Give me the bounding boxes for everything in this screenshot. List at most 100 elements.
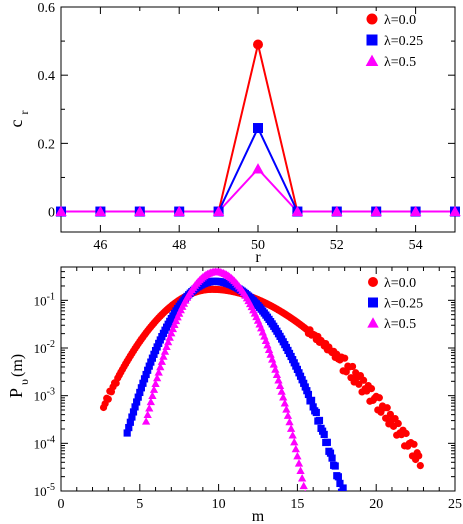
data-point-2 [165, 333, 174, 341]
data-point-2 [290, 437, 299, 446]
y-tick-base: 10 [34, 341, 47, 356]
legend-label-0: λ=0.0 [384, 13, 416, 28]
data-point-2 [274, 375, 283, 384]
legend-marker-1 [368, 297, 378, 308]
x-tick-label: 5 [136, 497, 143, 512]
data-point-1 [140, 375, 149, 383]
data-point-0 [410, 440, 418, 448]
data-point-2 [145, 404, 154, 412]
bottom-plot-frame [60, 266, 456, 492]
data-point-1 [148, 354, 157, 362]
data-point-2 [212, 205, 225, 217]
y-tick-exponent: -4 [47, 434, 55, 445]
data-point-2 [291, 444, 300, 453]
data-point-2 [291, 205, 304, 217]
y-tick-label: 10-4 [34, 434, 55, 451]
data-point-2 [296, 466, 305, 474]
y-axis-label-main: P [6, 388, 26, 398]
data-point-1 [137, 384, 145, 392]
y-tick-exponent: -1 [47, 291, 55, 302]
data-point-1 [150, 350, 158, 358]
data-point-1 [123, 429, 131, 437]
data-point-2 [285, 417, 294, 426]
data-point-2 [277, 387, 286, 395]
data-point-1 [304, 390, 313, 399]
data-point-2 [370, 205, 382, 217]
data-point-2 [286, 424, 296, 432]
data-point-2 [55, 205, 67, 217]
data-point-2 [297, 474, 307, 482]
data-point-1 [125, 423, 133, 432]
data-point-1 [301, 383, 309, 391]
data-point-1 [133, 398, 141, 406]
data-point-0 [375, 394, 383, 402]
data-point-2 [173, 205, 185, 217]
legend-label-2: λ=0.5 [384, 317, 416, 332]
series-line-2 [61, 167, 455, 213]
x-tick-label: 10 [212, 497, 226, 512]
y-tick-base: 10 [34, 484, 47, 499]
bottom-panel: 0 5 10 15 20 2510-510-410-310-210-1mPυ(m)λ=0.… [6, 266, 462, 524]
data-point-1 [334, 473, 342, 481]
data-point-2 [275, 381, 285, 390]
legend-marker-2 [367, 317, 379, 328]
data-point-2 [171, 316, 181, 325]
x-tick-label: 54 [409, 238, 423, 253]
data-point-1 [312, 408, 320, 417]
data-point-0 [341, 354, 349, 362]
legend-marker-0 [366, 13, 378, 25]
data-point-0 [355, 380, 363, 388]
y-tick-exponent: -5 [47, 482, 55, 493]
data-point-2 [143, 410, 152, 419]
data-point-0 [416, 462, 424, 470]
x-tick-label: 48 [172, 238, 186, 253]
data-point-1 [309, 403, 317, 411]
data-point-0 [415, 452, 423, 460]
data-point-1 [303, 387, 311, 395]
data-point-1 [142, 370, 150, 379]
x-tick-label: 15 [290, 497, 304, 512]
data-point-1 [147, 358, 155, 366]
data-point-2 [141, 417, 151, 425]
data-point-2 [266, 350, 275, 358]
data-point-1 [320, 430, 328, 439]
data-point-2 [160, 347, 170, 355]
data-point-2 [269, 360, 278, 368]
data-point-1 [331, 462, 339, 470]
y-axis-label: Pυ (m) [6, 354, 31, 398]
data-point-1 [323, 438, 331, 446]
data-point-1 [253, 123, 263, 134]
y-tick-label: 0 [48, 206, 55, 221]
legend-marker-2 [365, 54, 379, 67]
data-point-1 [131, 403, 139, 411]
data-point-1 [144, 366, 152, 374]
data-point-0 [104, 395, 112, 403]
data-point-2 [152, 373, 162, 382]
data-point-2 [299, 481, 308, 490]
y-tick-label: 0.6 [38, 1, 56, 16]
data-point-1 [343, 495, 350, 502]
data-point-2 [148, 391, 157, 399]
data-point-1 [300, 379, 308, 387]
data-point-2 [134, 205, 146, 217]
y-tick-exponent: -2 [47, 339, 55, 350]
y-axis-label-sub: υ [17, 379, 31, 385]
data-point-2 [159, 352, 168, 360]
data-point-2 [162, 342, 171, 350]
data-point-2 [293, 451, 302, 460]
data-point-2 [283, 411, 293, 419]
data-point-1 [129, 408, 138, 416]
data-point-2 [280, 399, 289, 407]
data-point-0 [348, 362, 357, 371]
x-tick-label: 52 [330, 238, 344, 253]
data-point-2 [331, 205, 343, 217]
data-point-2 [146, 397, 155, 406]
y-axis-label: cr [6, 111, 31, 128]
data-point-2 [279, 393, 288, 401]
data-point-2 [151, 379, 160, 388]
data-point-1 [151, 346, 160, 355]
legend-marker-0 [368, 277, 378, 287]
y-tick-label: 0.2 [38, 137, 56, 152]
y-tick-exponent: -3 [47, 387, 55, 398]
